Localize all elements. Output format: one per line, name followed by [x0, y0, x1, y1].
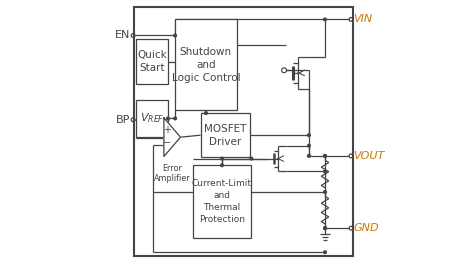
Circle shape: [174, 117, 176, 120]
Text: VIN: VIN: [353, 15, 371, 24]
Circle shape: [323, 155, 325, 157]
Circle shape: [204, 112, 207, 114]
Circle shape: [323, 191, 325, 193]
Text: BP: BP: [116, 115, 130, 125]
Text: GND: GND: [353, 223, 378, 233]
Circle shape: [174, 34, 176, 37]
Text: $V_{REF}$: $V_{REF}$: [140, 112, 164, 125]
Circle shape: [323, 155, 325, 157]
Text: +: +: [162, 125, 170, 136]
Text: VOUT: VOUT: [353, 151, 384, 161]
Circle shape: [323, 227, 325, 229]
Text: MOSFET
Driver: MOSFET Driver: [204, 123, 246, 147]
Text: Current-Limit
and
Thermal
Protection: Current-Limit and Thermal Protection: [191, 179, 252, 224]
Circle shape: [323, 251, 325, 254]
Text: EN: EN: [115, 30, 130, 40]
Bar: [135, 40, 168, 84]
Text: Shutdown
and
Logic Control: Shutdown and Logic Control: [171, 47, 240, 83]
Bar: [192, 165, 251, 238]
Circle shape: [307, 155, 310, 157]
Circle shape: [323, 18, 325, 21]
Circle shape: [307, 134, 310, 136]
Circle shape: [323, 227, 325, 229]
Circle shape: [307, 144, 310, 147]
Bar: [135, 100, 168, 137]
Circle shape: [166, 117, 169, 120]
Circle shape: [220, 157, 223, 160]
Bar: [200, 113, 250, 157]
Circle shape: [250, 157, 252, 160]
Text: Error
Amplifier: Error Amplifier: [154, 164, 190, 183]
Circle shape: [220, 164, 223, 167]
Bar: [175, 19, 236, 110]
Text: Quick
Start: Quick Start: [137, 50, 166, 73]
Bar: [134, 7, 353, 256]
Text: −: −: [162, 138, 170, 148]
Polygon shape: [163, 118, 180, 157]
Circle shape: [323, 170, 325, 173]
